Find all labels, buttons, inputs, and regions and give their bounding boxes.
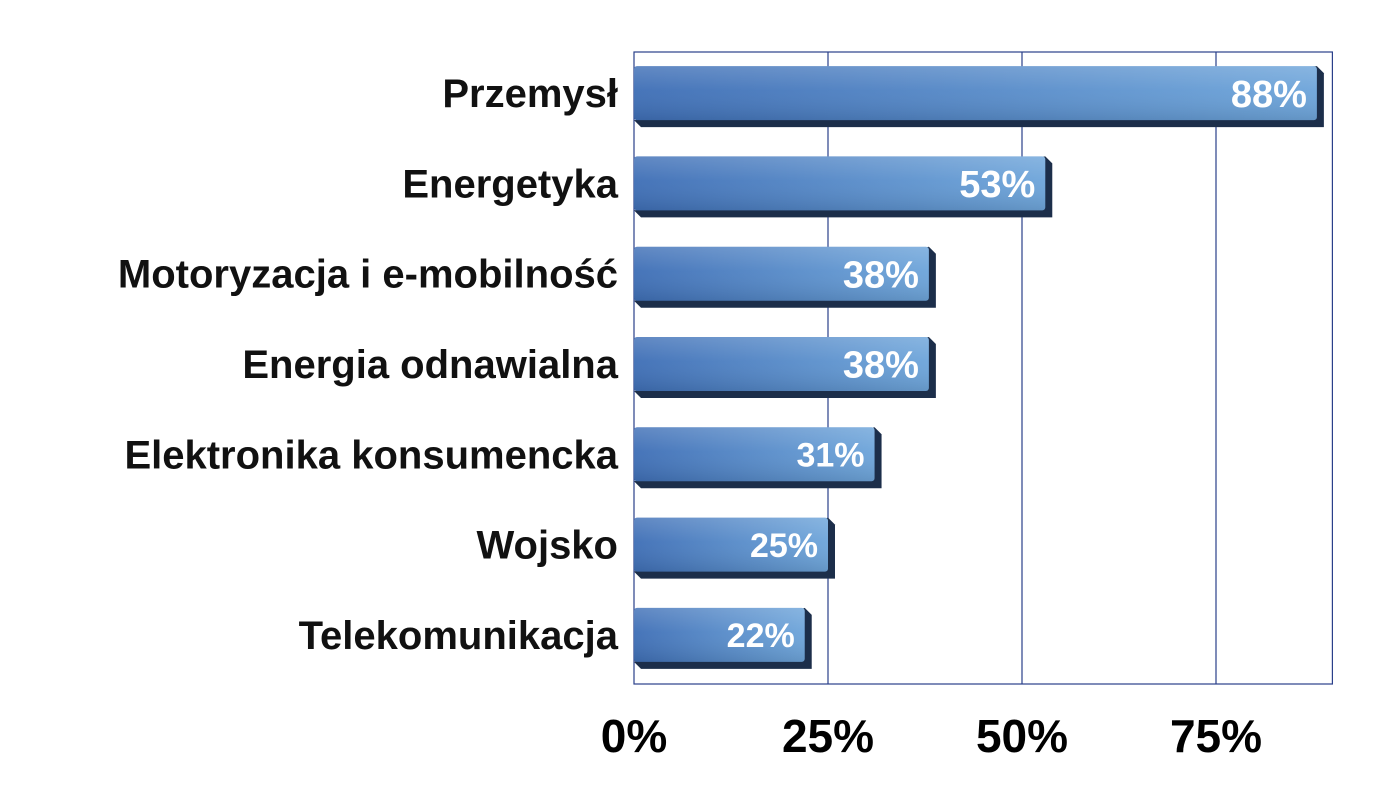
x-tick-label: 50% — [976, 710, 1068, 762]
category-label: Motoryzacja i e-mobilność — [118, 253, 618, 297]
bar-value-label: 22% — [727, 617, 795, 655]
category-label: Wojsko — [476, 524, 618, 568]
bar-value-label: 38% — [843, 345, 919, 387]
category-label: Energia odnawialna — [242, 343, 618, 387]
bar-gloss — [634, 156, 1046, 211]
bar-gloss — [634, 517, 828, 572]
bar-value-label: 38% — [843, 254, 919, 296]
bar-value-label: 88% — [1231, 74, 1307, 116]
x-tick-label: 75% — [1170, 710, 1262, 762]
category-label: Telekomunikacja — [299, 614, 619, 658]
category-label: Elektronika konsumencka — [124, 433, 618, 477]
bar-gloss — [634, 246, 929, 301]
bar-gloss — [634, 337, 929, 391]
bar-gloss — [634, 427, 875, 482]
bar-gloss — [634, 66, 1317, 121]
category-label: Energetyka — [402, 162, 618, 206]
bar-value-label: 31% — [796, 437, 864, 475]
bar-value-label: 25% — [750, 527, 818, 565]
bar-value-label: 53% — [959, 164, 1035, 206]
x-tick-label: 25% — [782, 710, 874, 762]
bar-gloss — [634, 607, 805, 662]
x-tick-label: 0% — [601, 710, 667, 762]
category-label: Przemysł — [442, 72, 618, 116]
plot-area: 88% Przemysł 53% Energetyka 38% Motoryzacja i… — [118, 51, 1334, 762]
